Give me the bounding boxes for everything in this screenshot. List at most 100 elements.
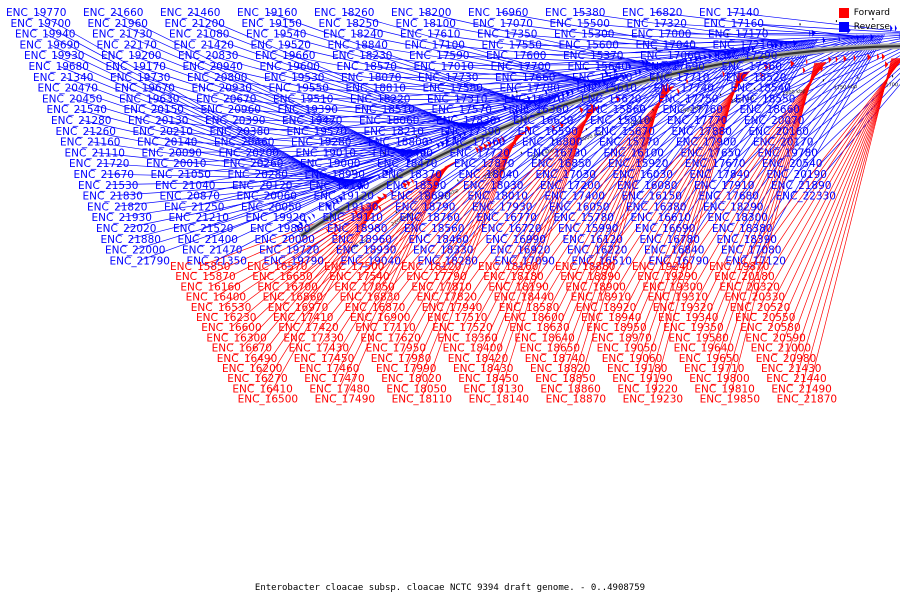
reverse-leader-line [252,121,486,164]
forward-gene-glyph [377,196,382,203]
reverse-gene-label: ENC_20160 [749,126,809,138]
reverse-gene-glyph [383,169,389,176]
forward-gene-glyph [590,103,594,110]
forward-leader-line [302,163,452,318]
reverse-gene-glyph [376,173,381,180]
reverse-gene-label: ENC_20000 [255,234,315,246]
reverse-leader-line [62,76,358,187]
reverse-gene-label: ENC_21420 [174,39,234,51]
forward-gene-label: ENC_16860 [263,292,323,304]
reverse-leader-line [705,34,870,142]
scale-tick-label: 1750 kbp [833,84,857,92]
reverse-gene-label: ENC_17690 [645,61,705,73]
reverse-gene-label: ENC_17760 [663,104,723,116]
forward-gene-glyph [802,66,806,74]
reverse-gene-label: ENC_20280 [228,169,288,181]
reverse-leader-line [329,97,548,164]
reverse-leader-line [406,77,612,164]
forward-leader-line [353,131,527,267]
forward-gene-label: ENC_19800 [689,373,749,385]
reverse-gene-label: ENC_19530 [264,72,324,84]
reverse-gene-label: ENC_17680 [699,191,759,203]
reverse-leader-line [202,145,433,229]
reverse-gene-glyph [389,166,393,173]
forward-gene-glyph [487,141,492,148]
forward-leader-line [672,62,825,287]
reverse-leader-line [375,79,602,88]
forward-leader-line [775,58,898,338]
forward-gene-label: ENC_19320 [653,302,713,314]
forward-gene-label: ENC_19580 [668,332,728,344]
forward-gene-label: ENC_20550 [735,312,795,324]
reverse-leader-line [470,61,672,132]
forward-leader-line [621,72,744,338]
forward-gene-label: ENC_17500 [324,261,384,273]
reverse-gene-label: ENC_19150 [242,18,302,30]
reverse-leader-line [53,54,356,188]
forward-leader-line [724,62,816,389]
reverse-gene-label: ENC_21200 [165,18,225,30]
forward-gene-label: ENC_18870 [546,394,606,406]
reverse-gene-label: ENC_21960 [88,18,148,30]
forward-leader-line [416,135,518,389]
forward-gene-glyph [615,95,620,103]
reverse-leader-line [728,11,900,33]
reverse-gene-label: ENC_20200 [219,147,279,159]
reverse-gene-label: ENC_17710 [649,72,709,84]
forward-gene-label: ENC_19640 [674,343,734,355]
reverse-gene-label: ENC_16960 [468,7,528,19]
reverse-gene-label: ENC_16100 [604,147,664,159]
forward-gene-glyph [405,180,411,187]
forward-leader-line [384,133,522,328]
forward-gene-glyph [500,135,505,143]
reverse-gene-glyph [422,149,426,156]
forward-leader-line [241,200,382,348]
forward-leader-line [636,72,742,369]
forward-leader-line [344,166,446,399]
reverse-leader-line [266,120,490,196]
forward-gene-label: ENC_18890 [560,271,620,283]
reverse-gene-label: ENC_17750 [658,93,718,105]
reverse-gene-label: ENC_21880 [101,234,161,246]
forward-gene-glyph [559,121,564,129]
reverse-gene-label: ENC_19920 [246,212,306,224]
reverse-gene-glyph [771,42,775,50]
reverse-gene-label: ENC_17100 [405,39,465,51]
forward-leader-line [276,161,456,267]
forward-leader-line [493,109,590,389]
reverse-leader-line [271,22,532,105]
forward-gene-label: ENC_21000 [751,343,811,355]
forward-leader-line [313,164,451,338]
reverse-gene-label: ENC_16720 [481,223,541,235]
forward-leader-line [461,107,595,328]
forward-leader-line [472,108,594,348]
reverse-gene-label: ENC_15500 [550,18,610,30]
reverse-gene-label: ENC_20130 [128,115,188,127]
reverse-gene-glyph [311,213,315,219]
reverse-gene-label: ENC_15770 [599,137,659,149]
reverse-gene-label: ENC_21350 [187,255,247,267]
forward-gene-label: ENC_17620 [360,332,420,344]
reverse-leader-line [162,130,422,152]
reverse-leader-line [746,36,900,56]
forward-gene-glyph [760,72,764,80]
forward-gene-label: ENC_16160 [180,281,240,293]
reverse-gene-glyph [623,72,627,80]
forward-gene-label: ENC_17950 [366,343,426,355]
forward-gene-glyph [853,54,856,62]
forward-gene-label: ENC_16570 [247,261,307,273]
reverse-gene-label: ENC_19770 [6,7,66,19]
gene-glyph-track [289,18,900,250]
forward-gene-label: ENC_19810 [694,383,754,395]
forward-gene-label: ENC_18420 [448,353,508,365]
reverse-gene-label: ENC_16150 [622,191,682,203]
forward-gene-glyph [885,61,889,69]
reverse-leader-line [270,119,491,207]
reverse-gene-label: ENC_19700 [11,18,71,30]
forward-gene-label: ENC_18190 [488,281,548,293]
reverse-gene-label: ENC_21260 [56,126,116,138]
reverse-gene-glyph [325,203,331,210]
reverse-leader-line [76,108,362,185]
reverse-gene-glyph [537,99,541,107]
reverse-gene-label: ENC_19160 [237,7,297,19]
